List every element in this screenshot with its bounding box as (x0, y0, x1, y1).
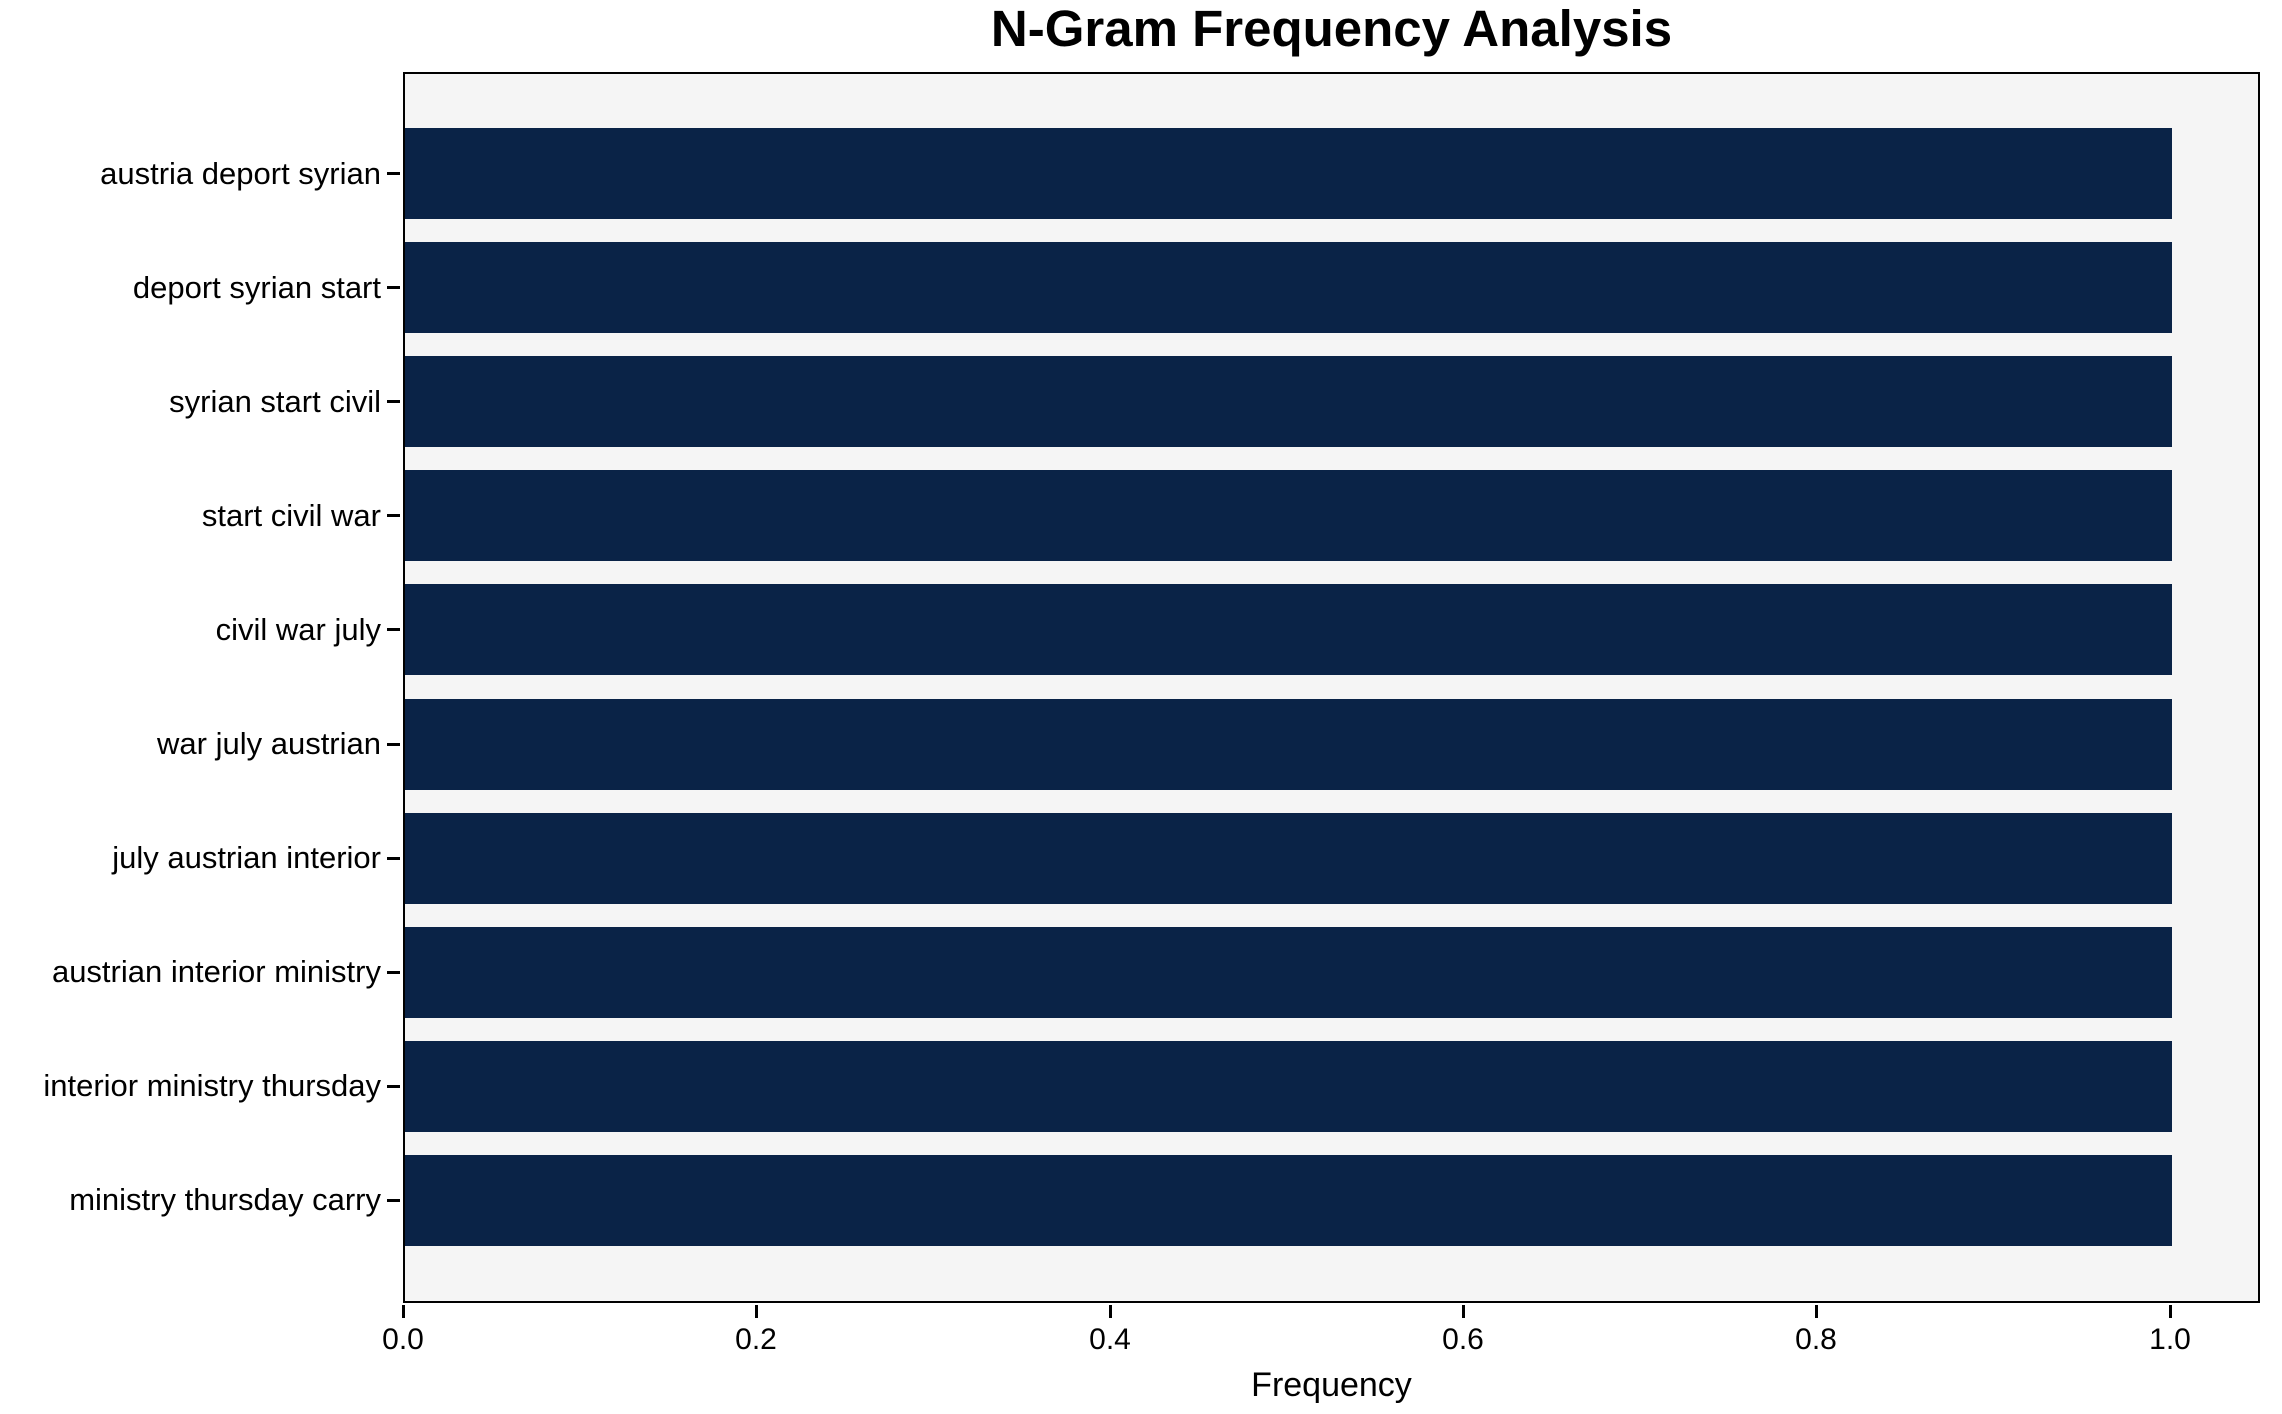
y-tick-mark (387, 172, 400, 175)
x-tick-mark (1109, 1305, 1112, 1318)
bar-row: syrian start civil (0, 356, 2282, 448)
x-tick-mark (402, 1305, 405, 1318)
y-tick-mark (387, 400, 400, 404)
x-axis-label: Frequency (1251, 1366, 1412, 1404)
frequency-bar (405, 242, 2172, 334)
y-tick-mark (387, 856, 400, 860)
y-tick-label: start civil war (201, 497, 381, 533)
bar-row: interior ministry thursday (0, 1040, 2282, 1132)
y-tick-label: austria deport syrian (100, 155, 381, 191)
x-tick-mark (2169, 1305, 2172, 1318)
x-tick-mark (1462, 1305, 1465, 1318)
frequency-bar (405, 128, 2172, 219)
frequency-bar (405, 356, 2172, 448)
frequency-bar (405, 926, 2172, 1018)
y-tick-mark (387, 628, 400, 632)
y-tick-label: war july austrian (157, 726, 381, 761)
x-tick-label: 0.8 (1795, 1323, 1837, 1356)
y-tick-label: interior ministry thursday (43, 1068, 381, 1104)
x-tick-label: 0.2 (735, 1323, 777, 1356)
frequency-bar (405, 470, 2172, 562)
bar-row: austria deport syrian (0, 128, 2282, 219)
x-tick-label: 0.0 (382, 1323, 424, 1356)
bar-row: deport syrian start (0, 242, 2282, 334)
y-tick-label: july austrian interior (112, 840, 381, 876)
bar-row: start civil war (0, 470, 2282, 562)
y-tick-label: austrian interior ministry (51, 954, 381, 990)
frequency-bar (405, 584, 2172, 676)
frequency-bar (405, 1154, 2172, 1246)
x-tick-mark (1815, 1305, 1818, 1318)
x-tick-label: 0.6 (1442, 1323, 1484, 1356)
frequency-bar (405, 1040, 2172, 1132)
bar-row: july austrian interior (0, 812, 2282, 904)
x-tick-label: 0.4 (1089, 1323, 1131, 1356)
y-tick-label: deport syrian start (132, 269, 381, 305)
y-tick-mark (387, 514, 400, 518)
y-tick-label: civil war july (215, 611, 381, 647)
bar-row: ministry thursday carry (0, 1154, 2282, 1246)
y-tick-label: ministry thursday carry (69, 1182, 381, 1218)
bar-row: civil war july (0, 584, 2282, 676)
y-tick-mark (387, 286, 400, 290)
y-tick-mark (387, 742, 400, 746)
bar-row: war july austrian (0, 698, 2282, 790)
chart-title: N-Gram Frequency Analysis (990, 0, 1673, 57)
x-tick-label: 1.0 (2149, 1323, 2191, 1356)
frequency-bar (405, 812, 2172, 904)
y-tick-mark (387, 970, 400, 974)
bar-row: austrian interior ministry (0, 926, 2282, 1018)
frequency-bar (405, 698, 2172, 790)
x-tick-mark (755, 1305, 758, 1318)
y-tick-mark (387, 1084, 400, 1088)
y-tick-label: syrian start civil (169, 383, 381, 419)
y-tick-mark (387, 1198, 400, 1202)
